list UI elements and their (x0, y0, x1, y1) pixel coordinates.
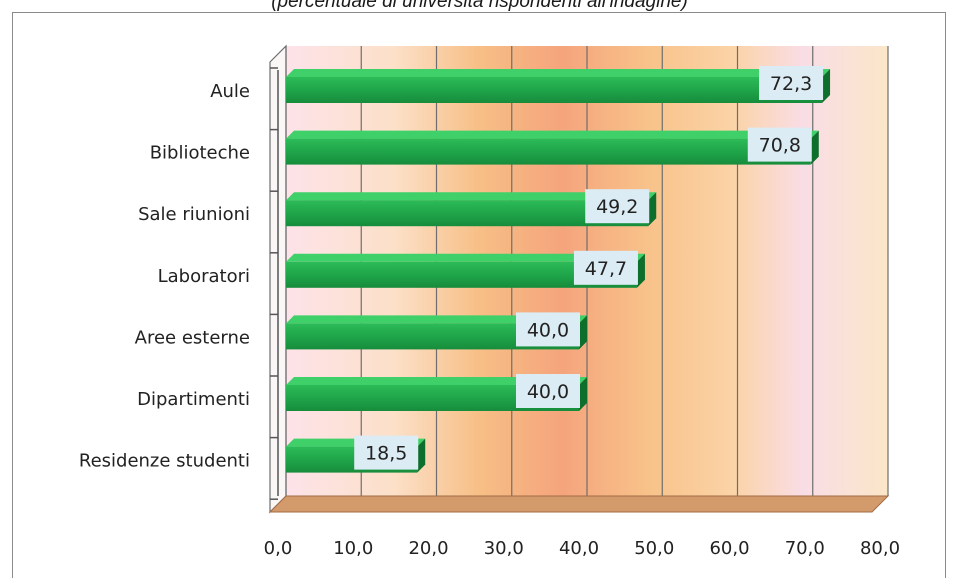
bar-side-6 (417, 438, 426, 473)
x-tick-label: 30,0 (484, 538, 524, 559)
x-tick-label: 0,0 (264, 538, 293, 559)
x-tick-label: 50,0 (634, 538, 674, 559)
category-label-0: Aule (210, 81, 250, 102)
bar-value-label-0: 72,3 (770, 73, 812, 95)
bar-front-0 (286, 77, 823, 103)
x-tick-label: 40,0 (559, 538, 599, 559)
bar-top-4 (286, 315, 587, 324)
bar-value-box-2 (585, 189, 650, 224)
bar-top-3 (286, 253, 645, 262)
x-tick-label: 10,0 (333, 538, 373, 559)
bar-side-2 (648, 192, 657, 227)
bar-value-box-5 (516, 374, 580, 408)
chart-floor (268, 495, 890, 513)
bar-side-5 (579, 377, 587, 411)
bar-value-box-0 (759, 66, 824, 100)
bar-value-box-4 (516, 312, 580, 347)
bar-side-3 (636, 253, 645, 288)
bar-value-label-4: 40,0 (527, 319, 569, 341)
category-label-5: Dipartimenti (137, 389, 250, 410)
bar-top-1 (286, 130, 819, 139)
bar-value-label-2: 49,2 (596, 196, 638, 218)
bar-value-label-1: 70,8 (759, 135, 801, 157)
bar-0: 72,3 (286, 66, 831, 103)
bar-value-box-3 (573, 250, 638, 285)
category-label-1: Biblioteche (150, 143, 250, 164)
x-tick-label: 60,0 (709, 538, 749, 559)
bar-top-0 (286, 69, 831, 77)
category-label-6: Residenze studenti (79, 451, 250, 472)
bar-2: 49,2 (286, 189, 657, 227)
bar-6: 18,5 (286, 435, 426, 473)
bar-1: 70,8 (286, 127, 819, 165)
bar-value-label-3: 47,7 (585, 258, 627, 280)
bar-top-5 (286, 377, 587, 385)
bar-side-1 (810, 130, 819, 165)
category-label-4: Aree esterne (135, 327, 250, 348)
x-tick-label: 70,0 (785, 538, 825, 559)
bar-value-label-6: 18,5 (365, 443, 407, 465)
bar-4: 40,0 (286, 312, 587, 350)
bar-front-1 (286, 138, 811, 165)
bar-5: 40,0 (286, 374, 587, 411)
x-tick-label: 20,0 (408, 538, 448, 559)
bar-side-0 (822, 69, 831, 103)
x-tick-label: 80,0 (860, 538, 900, 559)
bar-side-4 (579, 315, 587, 350)
bar-value-box-6 (354, 435, 419, 470)
bar-value-box-1 (747, 127, 812, 162)
category-label-3: Laboratori (158, 266, 250, 287)
chart-subtitle: (percentuale di università rispondenti a… (271, 0, 688, 12)
category-label-2: Sale riunioni (138, 204, 250, 225)
bar-top-2 (286, 192, 657, 201)
bar-value-label-5: 40,0 (527, 381, 569, 403)
bar-3: 47,7 (286, 250, 645, 288)
